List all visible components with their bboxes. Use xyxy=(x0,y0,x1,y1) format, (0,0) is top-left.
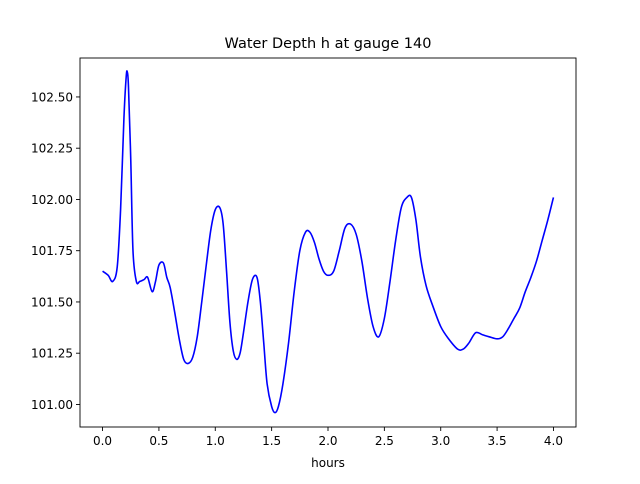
y-tick-label: 101.25 xyxy=(31,347,73,361)
plot-area xyxy=(102,70,555,414)
x-tick-label: 0.0 xyxy=(93,434,112,448)
x-tick-label: 2.0 xyxy=(318,434,337,448)
x-tick-label: 3.5 xyxy=(488,434,507,448)
chart-title: Water Depth h at gauge 140 xyxy=(225,36,432,52)
x-tick-label: 4.0 xyxy=(544,434,563,448)
x-axis-label: hours xyxy=(311,456,345,470)
y-tick-label: 101.00 xyxy=(31,398,73,412)
x-tick-label: 0.5 xyxy=(149,434,168,448)
x-tick-label: 1.5 xyxy=(262,434,281,448)
y-tick-label: 102.00 xyxy=(31,193,73,207)
y-tick-label: 101.50 xyxy=(31,295,73,309)
x-tick-label: 1.0 xyxy=(206,434,225,448)
y-tick-label: 102.25 xyxy=(31,142,73,156)
x-tick-label: 2.5 xyxy=(375,434,394,448)
y-axis: 101.00 101.25 101.50 101.75 102.00 102.25 102.… xyxy=(31,90,80,412)
series-line-water-depth xyxy=(102,70,555,414)
axes-frame xyxy=(79,57,577,428)
y-tick-label: 101.75 xyxy=(31,244,73,258)
x-tick-label: 3.0 xyxy=(431,434,450,448)
x-axis: 0.0 0.5 1.0 1.5 2.0 2.5 3.0 3.5 4.0 xyxy=(93,427,563,448)
y-tick-label: 102.50 xyxy=(31,90,73,104)
